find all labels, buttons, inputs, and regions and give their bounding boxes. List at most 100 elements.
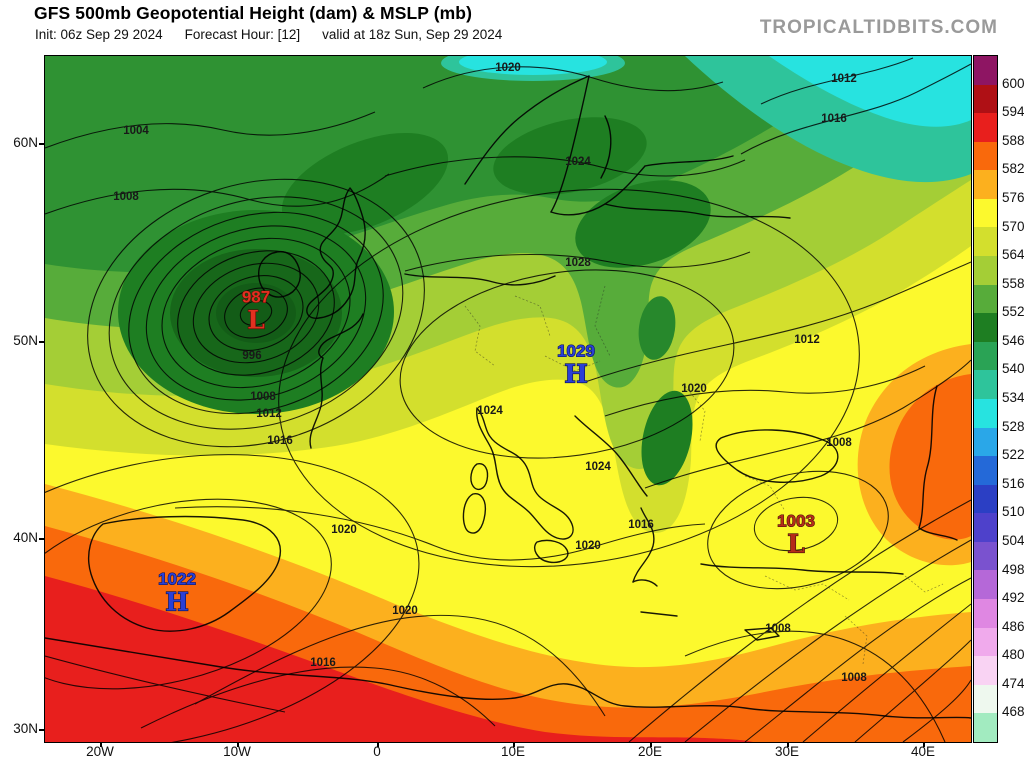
colorbar-tick-label: 570 bbox=[1002, 218, 1024, 234]
lon-tick bbox=[923, 742, 925, 747]
colorbar-tick-label: 594 bbox=[1002, 104, 1024, 120]
isobar-label: 1008 bbox=[113, 191, 139, 203]
isobar-label: 1016 bbox=[821, 113, 847, 125]
lat-tick bbox=[39, 341, 45, 343]
isobar-label: 1012 bbox=[794, 334, 820, 346]
isobar-label: 1012 bbox=[256, 408, 282, 420]
colorbar-segment bbox=[974, 141, 997, 171]
isobar-label: 1020 bbox=[495, 62, 521, 74]
isobar-label: 1024 bbox=[585, 461, 611, 473]
colorbar-tick-label: 558 bbox=[1002, 275, 1024, 291]
colorbar-tick-label: 552 bbox=[1002, 304, 1024, 320]
colorbar-tick-label: 468 bbox=[1002, 704, 1024, 720]
colorbar-segment bbox=[974, 84, 997, 114]
height-field bbox=[45, 56, 971, 742]
weather-map-panel: 1004 1008 1020 1024 1012 1016 1028 996 1008 1012 1… bbox=[44, 55, 972, 743]
isobar-label: 996 bbox=[242, 350, 261, 362]
colorbar-segment bbox=[974, 398, 997, 428]
colorbar-segment bbox=[974, 456, 997, 485]
lon-tick bbox=[237, 742, 239, 747]
colorbar-tick-label: 522 bbox=[1002, 447, 1024, 463]
lon-tick bbox=[513, 742, 515, 747]
isobar-label: 1020 bbox=[681, 383, 707, 395]
colorbar-tick-label: 492 bbox=[1002, 590, 1024, 606]
colorbar-tick-label: 516 bbox=[1002, 475, 1024, 491]
colorbar-tick-label: 510 bbox=[1002, 504, 1024, 520]
colorbar-tick-label: 474 bbox=[1002, 675, 1024, 691]
colorbar-tick-label: 582 bbox=[1002, 161, 1024, 177]
lat-tick bbox=[39, 538, 45, 540]
model-run-info: Init: 06z Sep 29 2024 Forecast Hour: [12]… bbox=[35, 27, 524, 42]
colorbar-segment bbox=[974, 370, 997, 399]
lon-tick bbox=[100, 742, 102, 747]
pressure-center-value: 1022 bbox=[158, 569, 196, 588]
valid-time: valid at 18z Sun, Sep 29 2024 bbox=[322, 27, 503, 42]
isobar-label: 1020 bbox=[575, 540, 601, 552]
colorbar-tick-label: 498 bbox=[1002, 561, 1024, 577]
pressure-center-value: 1029 bbox=[557, 341, 595, 360]
pressure-center-value: 1003 bbox=[777, 511, 815, 530]
lon-label: 10W bbox=[223, 744, 251, 759]
lon-label: 20W bbox=[86, 744, 114, 759]
colorbar-tick-label: 600 bbox=[1002, 75, 1024, 91]
colorbar-segment bbox=[974, 227, 997, 257]
colorbar-segment bbox=[974, 198, 997, 228]
colorbar-segment bbox=[974, 656, 997, 685]
colorbar-tick-label: 576 bbox=[1002, 189, 1024, 205]
isobar-label: 1008 bbox=[765, 623, 791, 635]
lon-label: 10E bbox=[500, 744, 526, 759]
isobar-labels: 1004 1008 1020 1024 1012 1016 1028 996 1008 1012 1… bbox=[113, 62, 867, 684]
lon-tick bbox=[377, 742, 379, 747]
isobar-label: 1016 bbox=[267, 435, 293, 447]
lon-label: 20E bbox=[637, 744, 663, 759]
lon-label: 0 bbox=[373, 744, 381, 759]
colorbar-segment bbox=[974, 427, 997, 457]
lon-label: 40E bbox=[910, 744, 936, 759]
pressure-center-letter: H bbox=[564, 360, 588, 389]
isobar-label: 1020 bbox=[392, 605, 418, 617]
isobar-label: 1024 bbox=[565, 156, 591, 168]
lat-tick bbox=[39, 143, 45, 145]
colorbar-segment bbox=[974, 170, 997, 199]
colorbar-tick-label: 480 bbox=[1002, 647, 1024, 663]
pressure-center-letter: H bbox=[165, 588, 189, 617]
page-title: GFS 500mb Geopotential Height (dam) & MS… bbox=[34, 3, 473, 23]
lat-tick bbox=[39, 729, 45, 731]
pressure-center-value: 987 bbox=[242, 287, 270, 306]
init-time: Init: 06z Sep 29 2024 bbox=[35, 27, 163, 42]
isobar-label: 1024 bbox=[477, 405, 503, 417]
colorbar-segment bbox=[974, 113, 997, 142]
weather-map: 1004 1008 1020 1024 1012 1016 1028 996 1008 1012 1… bbox=[45, 56, 971, 742]
isobar-label: 1016 bbox=[628, 519, 654, 531]
colorbar-tick-label: 546 bbox=[1002, 332, 1024, 348]
colorbar-segment bbox=[974, 684, 997, 714]
isobar-label: 1004 bbox=[123, 125, 149, 137]
colorbar-tick-label: 588 bbox=[1002, 132, 1024, 148]
isobar-label: 1020 bbox=[331, 524, 357, 536]
colorbar-segment bbox=[974, 713, 997, 742]
height-colorbar bbox=[973, 55, 998, 743]
isobar-label: 1008 bbox=[250, 391, 276, 403]
isobar-label: 1028 bbox=[565, 257, 591, 269]
pressure-center-letter: L bbox=[247, 306, 265, 335]
colorbar-segment bbox=[974, 256, 997, 285]
colorbar-segment bbox=[974, 598, 997, 628]
colorbar-segment bbox=[974, 484, 997, 514]
colorbar-tick-label: 564 bbox=[1002, 247, 1024, 263]
isobar-label: 1012 bbox=[831, 73, 857, 85]
colorbar-segment bbox=[974, 313, 997, 342]
lon-label: 30E bbox=[774, 744, 800, 759]
country-borders bbox=[464, 285, 944, 665]
colorbar-tick-labels: 600 594 588 582 576 570 564 558 552 546 540 534 528 5… bbox=[1000, 55, 1024, 741]
colorbar-segment bbox=[974, 513, 997, 542]
lat-label: 50N bbox=[13, 333, 38, 348]
colorbar-segment bbox=[974, 341, 997, 371]
pressure-center-letter: L bbox=[787, 530, 805, 559]
colorbar-tick-label: 534 bbox=[1002, 390, 1024, 405]
lat-label: 60N bbox=[13, 135, 38, 150]
site-watermark: TROPICALTIDBITS.COM bbox=[759, 17, 998, 38]
isobar-label: 1008 bbox=[841, 672, 867, 684]
colorbar-segment bbox=[974, 570, 997, 599]
